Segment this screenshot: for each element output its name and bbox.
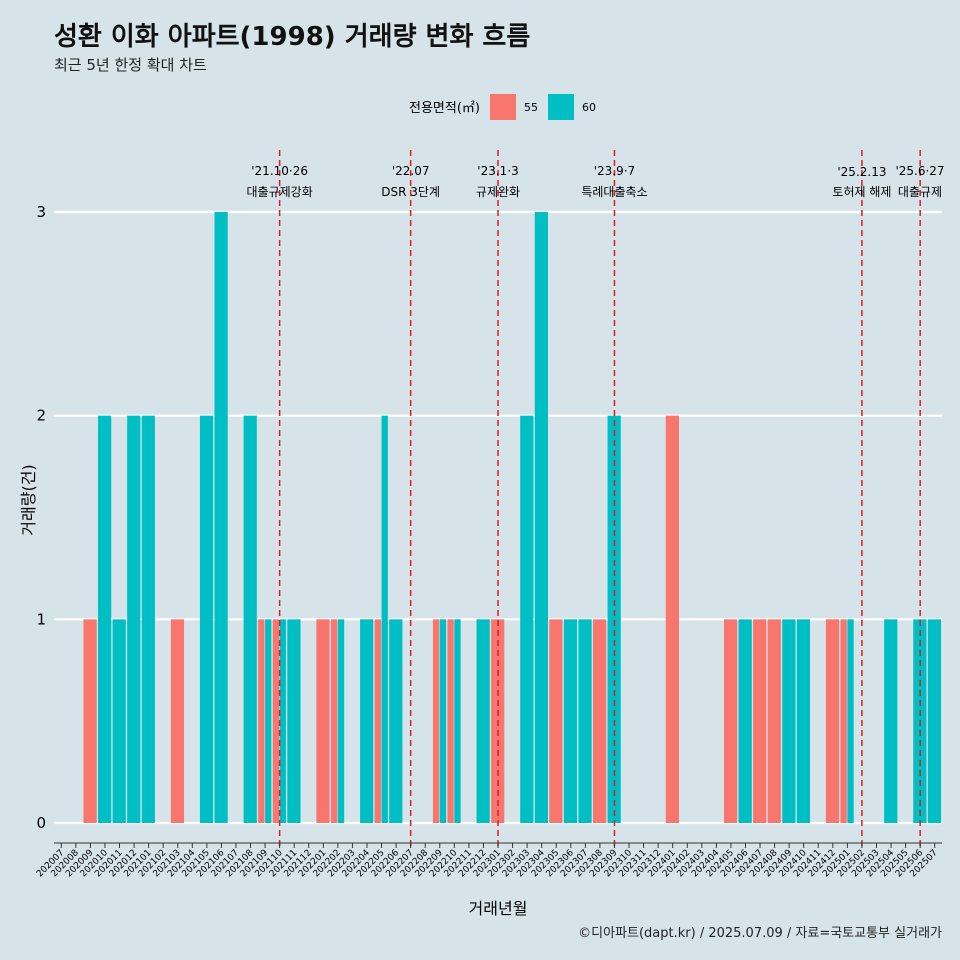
bar-60-202106 (214, 212, 228, 823)
bar-60-202206 (389, 619, 403, 823)
event-date-202207: '22.07 (392, 164, 430, 178)
y-tick-label: 1 (36, 610, 46, 628)
legend-swatch-55 (490, 94, 516, 120)
bar-60-202409 (782, 619, 796, 823)
bar-60-202202 (337, 619, 345, 823)
y-tick-label: 0 (36, 814, 46, 832)
bar-55-202305 (549, 619, 563, 823)
bar-60-202507 (927, 619, 942, 823)
source-caption: ©디아파트(dapt.kr) / 2025.07.09 / 자료=국토교통부 실… (578, 926, 942, 941)
event-markers: '21.10·26 대출규제강화 '22.07 DSR 3단계 '23.1·3 규제완화 '… (247, 150, 945, 850)
bar-60-202309 (607, 415, 621, 823)
legend: 전용면적(㎡) 55 60 (409, 94, 596, 120)
bar-55-202308 (592, 619, 607, 823)
bar-55-202205 (374, 619, 381, 823)
bar-55-202009 (83, 619, 97, 823)
legend-label-60: 60 (582, 101, 596, 114)
bar-60-202209 (439, 619, 447, 823)
chart-subtitle: 최근 5년 한정 확대 차트 (54, 56, 207, 74)
bar-60-202109 (265, 619, 272, 823)
bar-60-202504 (884, 619, 898, 823)
bar-60-202210 (454, 619, 461, 823)
bar-60-202204 (360, 619, 374, 823)
bar-60-202304 (534, 212, 548, 823)
bar-60-202105 (199, 415, 214, 823)
bar-60-202108 (243, 415, 257, 823)
bar-55-202209 (432, 619, 440, 823)
bar-60-202205 (381, 415, 388, 823)
y-axis-title: 거래량(건) (19, 464, 38, 535)
legend-title: 전용면적(㎡) (409, 101, 480, 116)
y-tick-label: 2 (36, 407, 46, 425)
event-label-202502: 토허제 해제 (832, 185, 891, 199)
bar-60-202410 (796, 619, 811, 823)
bar-55-202408 (767, 619, 781, 823)
bars (83, 212, 942, 823)
bar-60-202406 (738, 619, 752, 823)
bar-55-202405 (724, 619, 738, 823)
bar-55-202103 (170, 619, 185, 823)
y-tick-label: 3 (36, 203, 46, 221)
bar-60-202501 (847, 619, 854, 823)
bar-55-202201 (316, 619, 330, 823)
event-label-202301: 규제완화 (476, 185, 520, 199)
bar-60-202110 (279, 619, 286, 823)
bar-55-202109 (258, 619, 265, 823)
bar-60-202306 (563, 619, 578, 823)
bar-60-202212 (476, 619, 490, 823)
legend-label-55: 55 (524, 101, 538, 114)
axes: 0123202007202008202009202010202011202012… (35, 203, 942, 879)
bar-55-202401 (665, 415, 680, 823)
event-date-202301: '23.1·3 (477, 164, 518, 178)
event-date-202309: '23.9·7 (594, 164, 635, 178)
bar-60-202012 (127, 415, 141, 823)
event-label-202110: 대출규제강화 (247, 185, 313, 199)
bar-55-202501 (840, 619, 847, 823)
bar-55-202110 (272, 619, 280, 823)
chart-title: 성환 이화 아파트(1998) 거래량 변화 흐름 (54, 22, 531, 52)
bar-60-202011 (112, 619, 126, 823)
bar-60-202111 (287, 619, 301, 823)
legend-swatch-60 (548, 94, 574, 120)
event-label-202309: 특례대출축소 (581, 185, 647, 199)
bar-60-202307 (578, 619, 592, 823)
event-date-202506: '25.6·27 (895, 164, 944, 178)
x-axis-title: 거래년월 (469, 899, 528, 918)
bar-55-202407 (753, 619, 767, 823)
bar-55-202210 (447, 619, 454, 823)
bar-60-202010 (98, 415, 112, 823)
event-date-202110: '21.10·26 (251, 164, 308, 178)
event-label-202207: DSR 3단계 (381, 185, 440, 199)
event-date-202502: '25.2.13 (837, 165, 886, 179)
bar-60-202303 (520, 415, 534, 823)
bar-55-202202 (330, 619, 338, 823)
bar-60-202101 (141, 415, 155, 823)
event-label-202506: 대출규제 (898, 185, 942, 199)
bar-55-202412 (825, 619, 840, 823)
